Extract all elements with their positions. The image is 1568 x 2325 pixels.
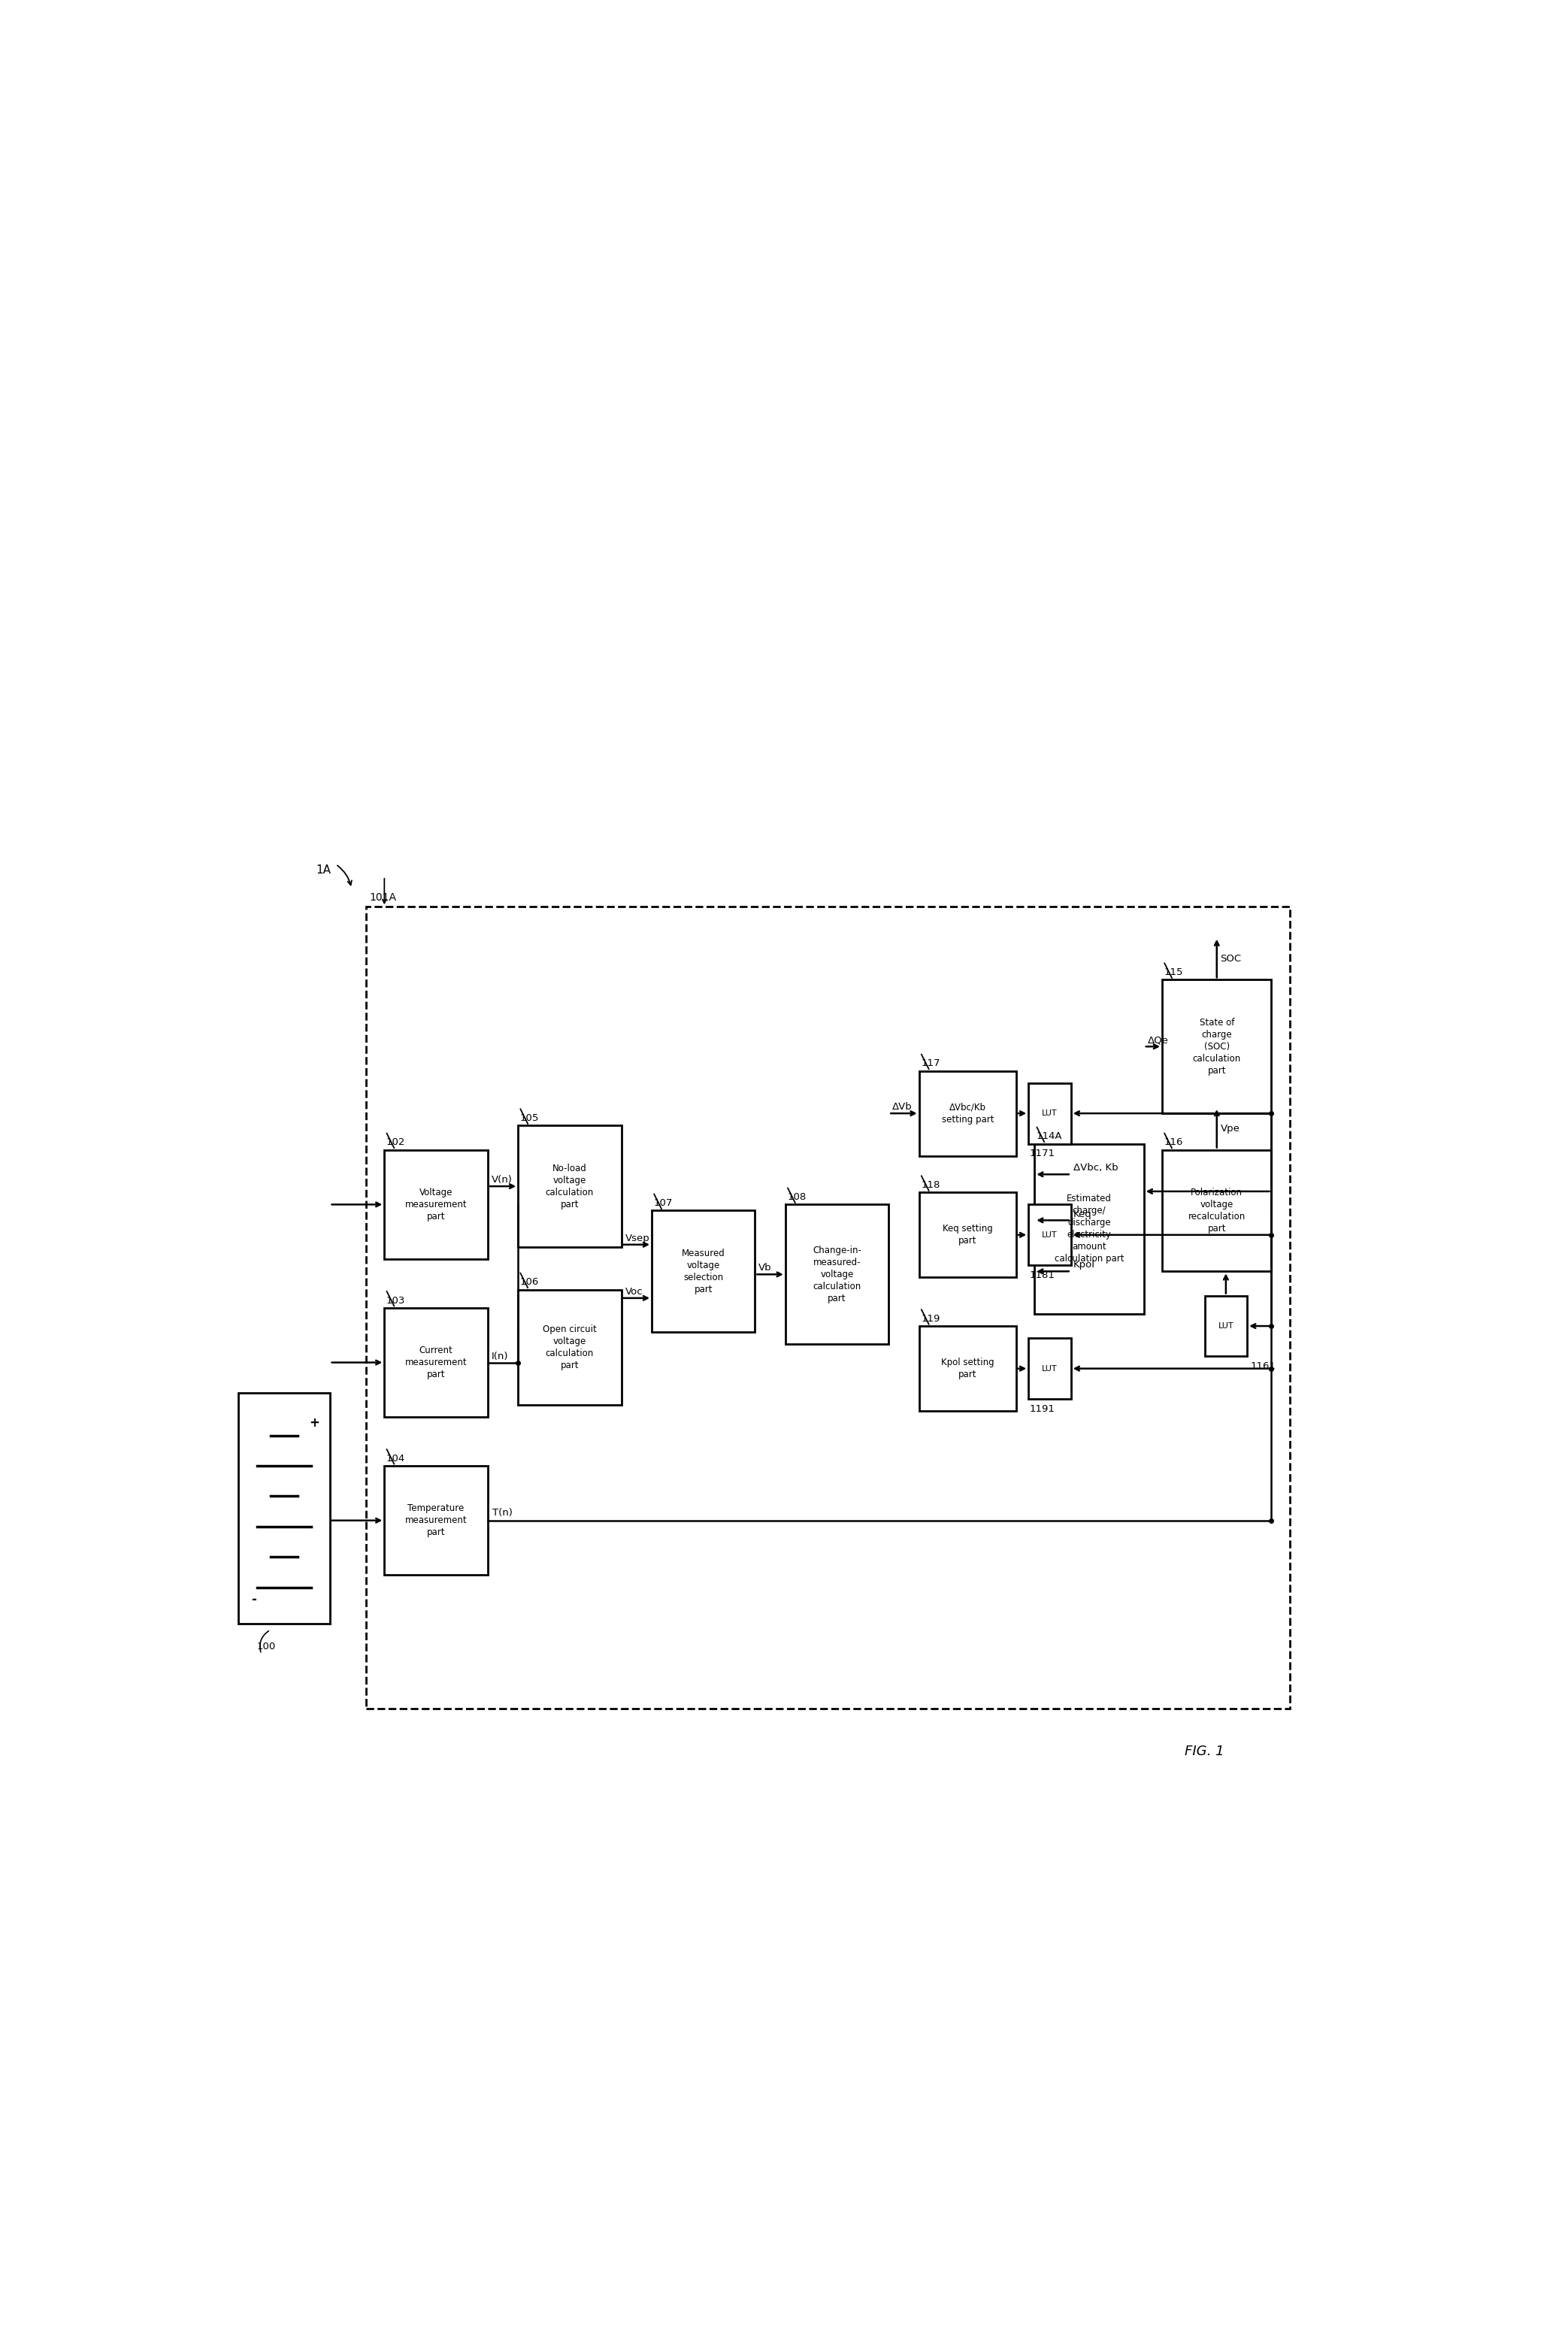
Text: Current
measurement
part: Current measurement part bbox=[405, 1346, 467, 1379]
Text: Vpe: Vpe bbox=[1220, 1123, 1240, 1135]
Text: 119: 119 bbox=[920, 1314, 939, 1323]
Text: Measured
voltage
selection
part: Measured voltage selection part bbox=[682, 1249, 724, 1295]
Text: FIG. 1: FIG. 1 bbox=[1185, 1744, 1225, 1758]
Text: Vsep: Vsep bbox=[626, 1235, 649, 1244]
Bar bbox=[1162, 1151, 1272, 1272]
Text: No-load
voltage
calculation
part: No-load voltage calculation part bbox=[546, 1162, 594, 1209]
Bar bbox=[384, 1465, 488, 1574]
Text: Open circuit
voltage
calculation
part: Open circuit voltage calculation part bbox=[543, 1325, 597, 1369]
Text: I(n): I(n) bbox=[491, 1351, 508, 1360]
Text: 1A: 1A bbox=[317, 865, 331, 877]
Bar bbox=[1029, 1339, 1071, 1400]
Text: 106: 106 bbox=[521, 1276, 539, 1288]
Text: 102: 102 bbox=[386, 1137, 405, 1149]
Text: 105: 105 bbox=[521, 1114, 539, 1123]
Text: LUT: LUT bbox=[1218, 1323, 1234, 1330]
Text: 1191: 1191 bbox=[1030, 1404, 1055, 1414]
Text: Vb: Vb bbox=[759, 1262, 771, 1274]
Text: 1171: 1171 bbox=[1030, 1149, 1055, 1158]
Text: 108: 108 bbox=[787, 1193, 806, 1202]
Bar bbox=[365, 907, 1289, 1709]
Text: 114A: 114A bbox=[1036, 1132, 1062, 1142]
Bar bbox=[1029, 1204, 1071, 1265]
Text: 1161: 1161 bbox=[1251, 1360, 1276, 1372]
Bar bbox=[919, 1072, 1016, 1156]
Text: Polarization
voltage
recalculation
part: Polarization voltage recalculation part bbox=[1189, 1188, 1245, 1235]
Text: Keq setting
part: Keq setting part bbox=[942, 1223, 993, 1246]
Text: 107: 107 bbox=[654, 1197, 673, 1209]
Text: ΔVb: ΔVb bbox=[892, 1102, 913, 1111]
Bar bbox=[919, 1325, 1016, 1411]
Text: Kpol: Kpol bbox=[1074, 1260, 1094, 1269]
Text: Kpol setting
part: Kpol setting part bbox=[941, 1358, 994, 1379]
Text: SOC: SOC bbox=[1220, 953, 1242, 965]
Text: LUT: LUT bbox=[1041, 1365, 1057, 1372]
Text: ΔVbc, Kb: ΔVbc, Kb bbox=[1074, 1162, 1118, 1174]
Bar bbox=[384, 1151, 488, 1260]
Text: State of
charge
(SOC)
calculation
part: State of charge (SOC) calculation part bbox=[1193, 1018, 1240, 1076]
Text: Voltage
measurement
part: Voltage measurement part bbox=[405, 1188, 467, 1221]
Text: Change-in-
measured-
voltage
calculation
part: Change-in- measured- voltage calculation… bbox=[812, 1246, 861, 1304]
Text: 1181: 1181 bbox=[1030, 1269, 1055, 1279]
Text: -: - bbox=[251, 1593, 256, 1607]
Bar bbox=[652, 1211, 756, 1332]
Bar bbox=[919, 1193, 1016, 1276]
Bar bbox=[1029, 1083, 1071, 1144]
Text: LUT: LUT bbox=[1041, 1109, 1057, 1116]
Bar bbox=[384, 1307, 488, 1418]
Text: +: + bbox=[309, 1416, 320, 1430]
Text: ΔQe: ΔQe bbox=[1148, 1035, 1168, 1046]
Text: Estimated
charge/
discharge
electricity
amount
calculation part: Estimated charge/ discharge electricity … bbox=[1054, 1193, 1124, 1265]
Text: ΔVbc/Kb
setting part: ΔVbc/Kb setting part bbox=[941, 1102, 994, 1125]
Text: 104: 104 bbox=[386, 1453, 405, 1462]
Text: Keq: Keq bbox=[1074, 1209, 1091, 1218]
Text: Temperature
measurement
part: Temperature measurement part bbox=[405, 1504, 467, 1537]
Text: 103: 103 bbox=[386, 1295, 405, 1304]
Text: 100: 100 bbox=[257, 1641, 276, 1651]
Text: 115: 115 bbox=[1163, 967, 1184, 976]
Text: 118: 118 bbox=[920, 1181, 939, 1190]
Text: Voc: Voc bbox=[626, 1288, 643, 1297]
Text: 101A: 101A bbox=[370, 893, 397, 902]
Text: V(n): V(n) bbox=[491, 1174, 513, 1186]
Text: 117: 117 bbox=[920, 1058, 941, 1070]
Bar bbox=[1162, 979, 1272, 1114]
Text: LUT: LUT bbox=[1041, 1232, 1057, 1239]
Text: T(n): T(n) bbox=[492, 1509, 513, 1518]
Bar bbox=[786, 1204, 889, 1344]
Bar bbox=[1035, 1144, 1145, 1314]
Bar bbox=[517, 1290, 621, 1404]
Bar bbox=[517, 1125, 621, 1246]
Text: 116: 116 bbox=[1163, 1137, 1182, 1149]
Bar bbox=[238, 1393, 329, 1623]
Bar bbox=[1204, 1295, 1247, 1355]
